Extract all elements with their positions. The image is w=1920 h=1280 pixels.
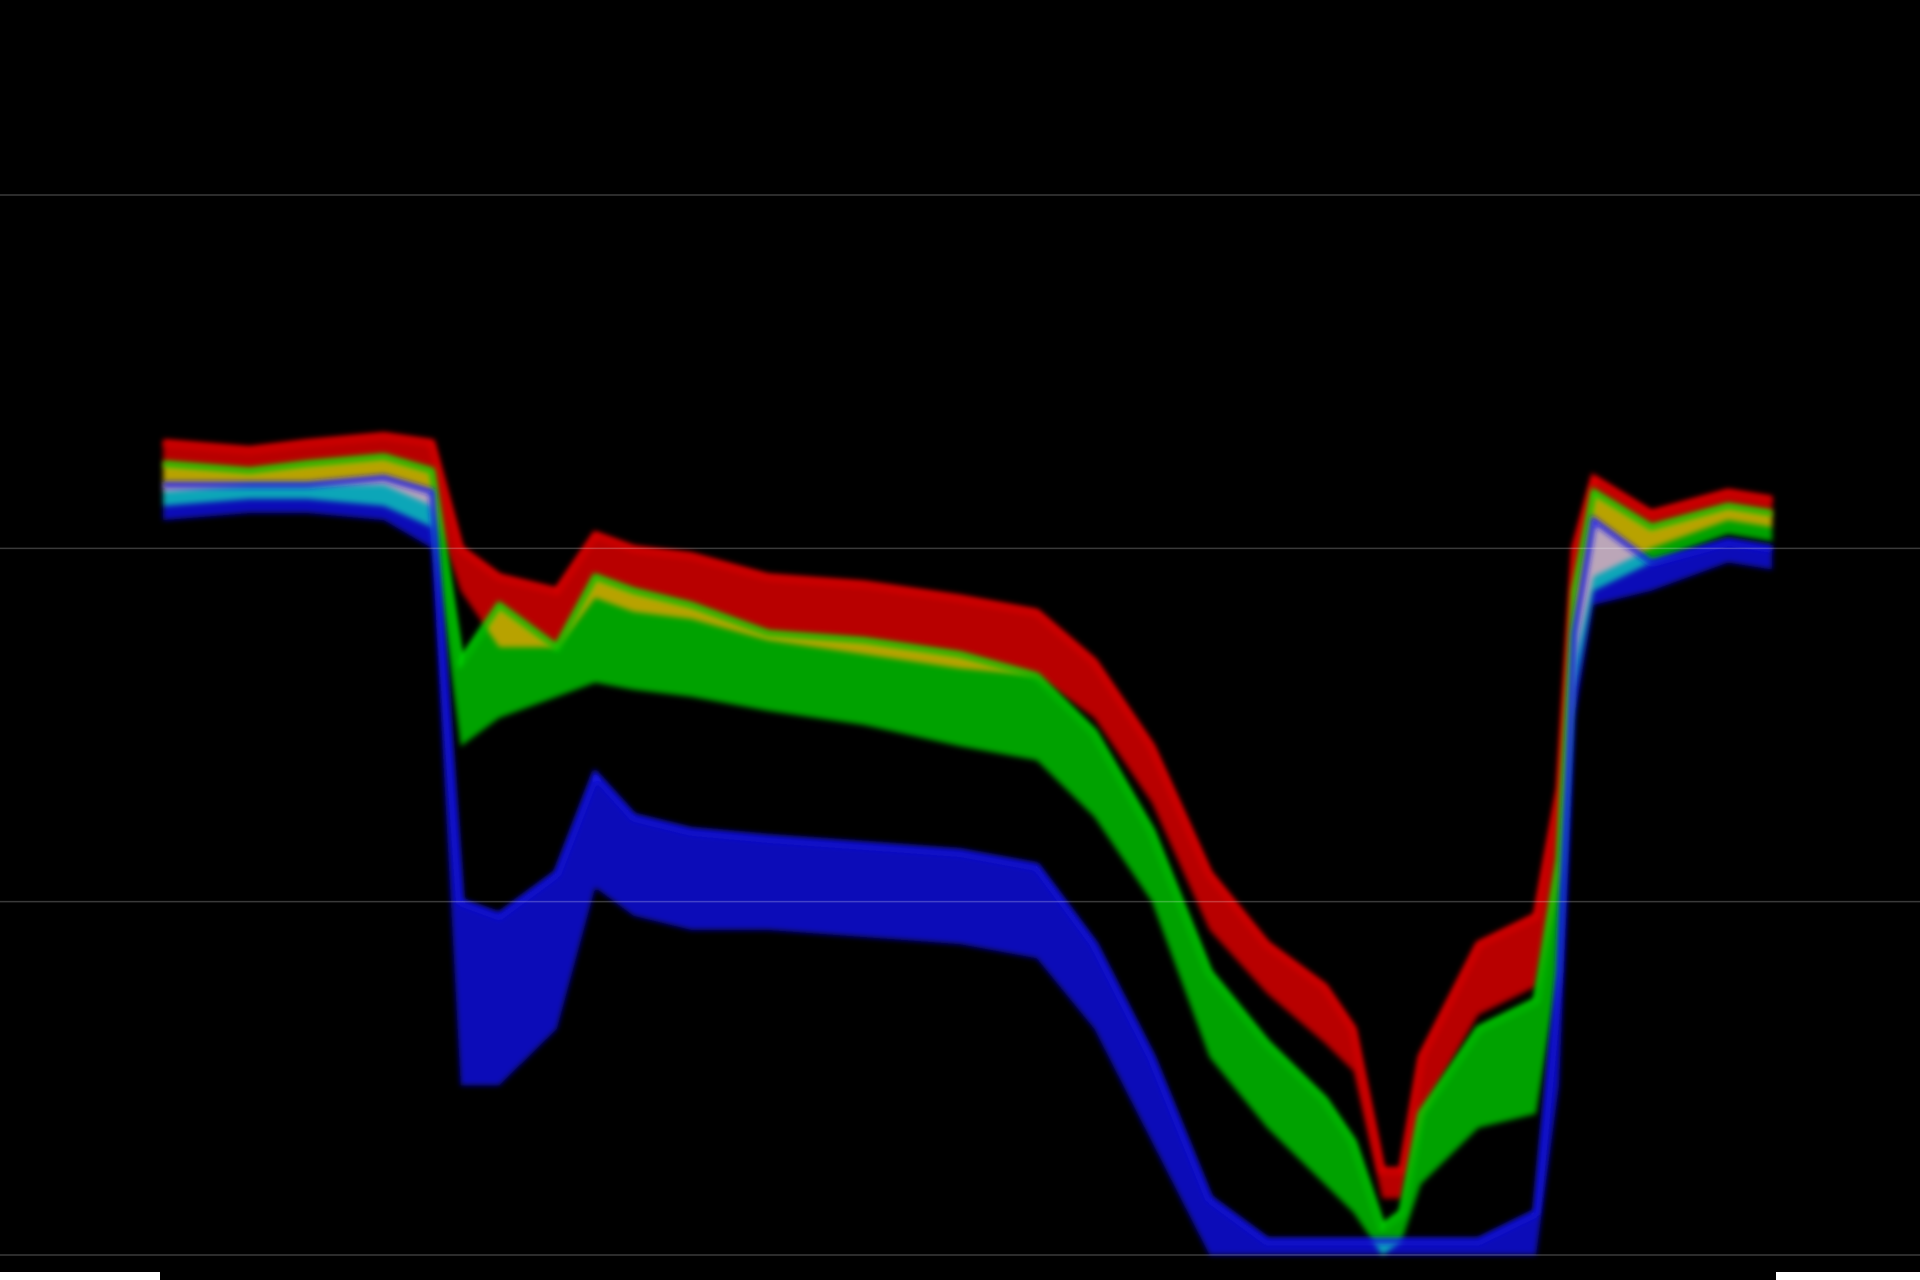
trace-bands	[162, 432, 1773, 1255]
gridlines	[0, 194, 1920, 1256]
trace-edge-1	[162, 453, 1773, 1232]
edge-marker-left	[0, 1272, 160, 1280]
trace-band-1	[163, 456, 1773, 1255]
edge-marker-right	[1776, 1272, 1920, 1280]
trace-edge-0	[162, 432, 1773, 1174]
trace-edge-2	[163, 474, 1773, 1244]
trace-band-2	[163, 477, 1773, 1255]
edge-markers	[0, 1272, 1920, 1280]
